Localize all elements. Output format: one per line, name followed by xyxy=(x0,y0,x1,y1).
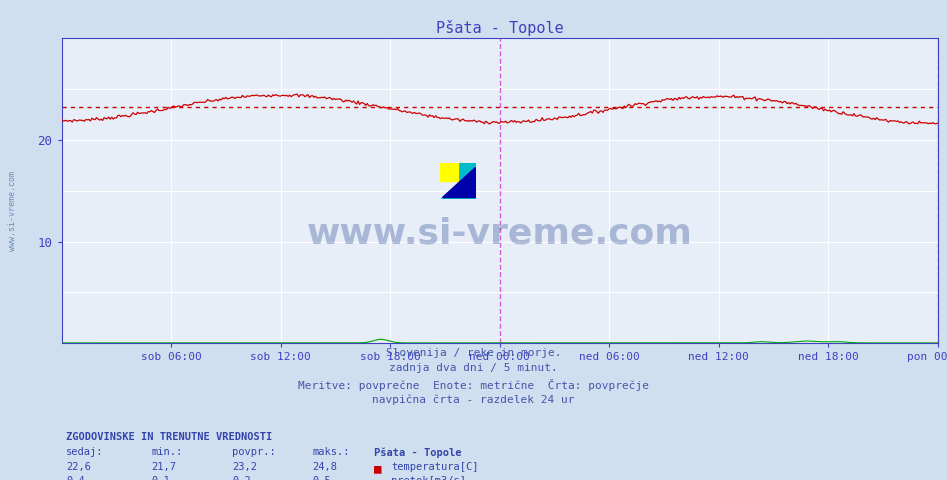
Text: 23,2: 23,2 xyxy=(232,462,257,472)
Text: maks.:: maks.: xyxy=(313,447,350,457)
Text: www.si-vreme.com: www.si-vreme.com xyxy=(8,171,17,251)
Text: zadnja dva dni / 5 minut.: zadnja dva dni / 5 minut. xyxy=(389,363,558,373)
Text: www.si-vreme.com: www.si-vreme.com xyxy=(307,216,692,251)
Polygon shape xyxy=(440,181,476,199)
Text: 0,4: 0,4 xyxy=(66,476,85,480)
Text: sedaj:: sedaj: xyxy=(66,447,104,457)
Title: Pšata - Topole: Pšata - Topole xyxy=(436,20,563,36)
Text: 0,2: 0,2 xyxy=(232,476,251,480)
Text: 21,7: 21,7 xyxy=(152,462,176,472)
Text: 0,5: 0,5 xyxy=(313,476,331,480)
Bar xyxy=(440,163,458,181)
Text: Meritve: povprečne  Enote: metrične  Črta: povprečje: Meritve: povprečne Enote: metrične Črta:… xyxy=(298,379,649,391)
Text: 0,1: 0,1 xyxy=(152,476,170,480)
Text: Slovenija / reke in morje.: Slovenija / reke in morje. xyxy=(385,348,562,358)
Text: min.:: min.: xyxy=(152,447,183,457)
Text: 24,8: 24,8 xyxy=(313,462,337,472)
Text: 22,6: 22,6 xyxy=(66,462,91,472)
Text: ■: ■ xyxy=(374,476,382,480)
Text: povpr.:: povpr.: xyxy=(232,447,276,457)
Text: Pšata - Topole: Pšata - Topole xyxy=(374,447,461,458)
Text: ZGODOVINSKE IN TRENUTNE VREDNOSTI: ZGODOVINSKE IN TRENUTNE VREDNOSTI xyxy=(66,432,273,442)
Polygon shape xyxy=(458,163,476,199)
Text: navpična črta - razdelek 24 ur: navpična črta - razdelek 24 ur xyxy=(372,394,575,405)
Polygon shape xyxy=(442,167,474,197)
Text: temperatura[C]: temperatura[C] xyxy=(391,462,478,472)
Text: pretok[m3/s]: pretok[m3/s] xyxy=(391,476,466,480)
Text: ■: ■ xyxy=(374,462,382,475)
